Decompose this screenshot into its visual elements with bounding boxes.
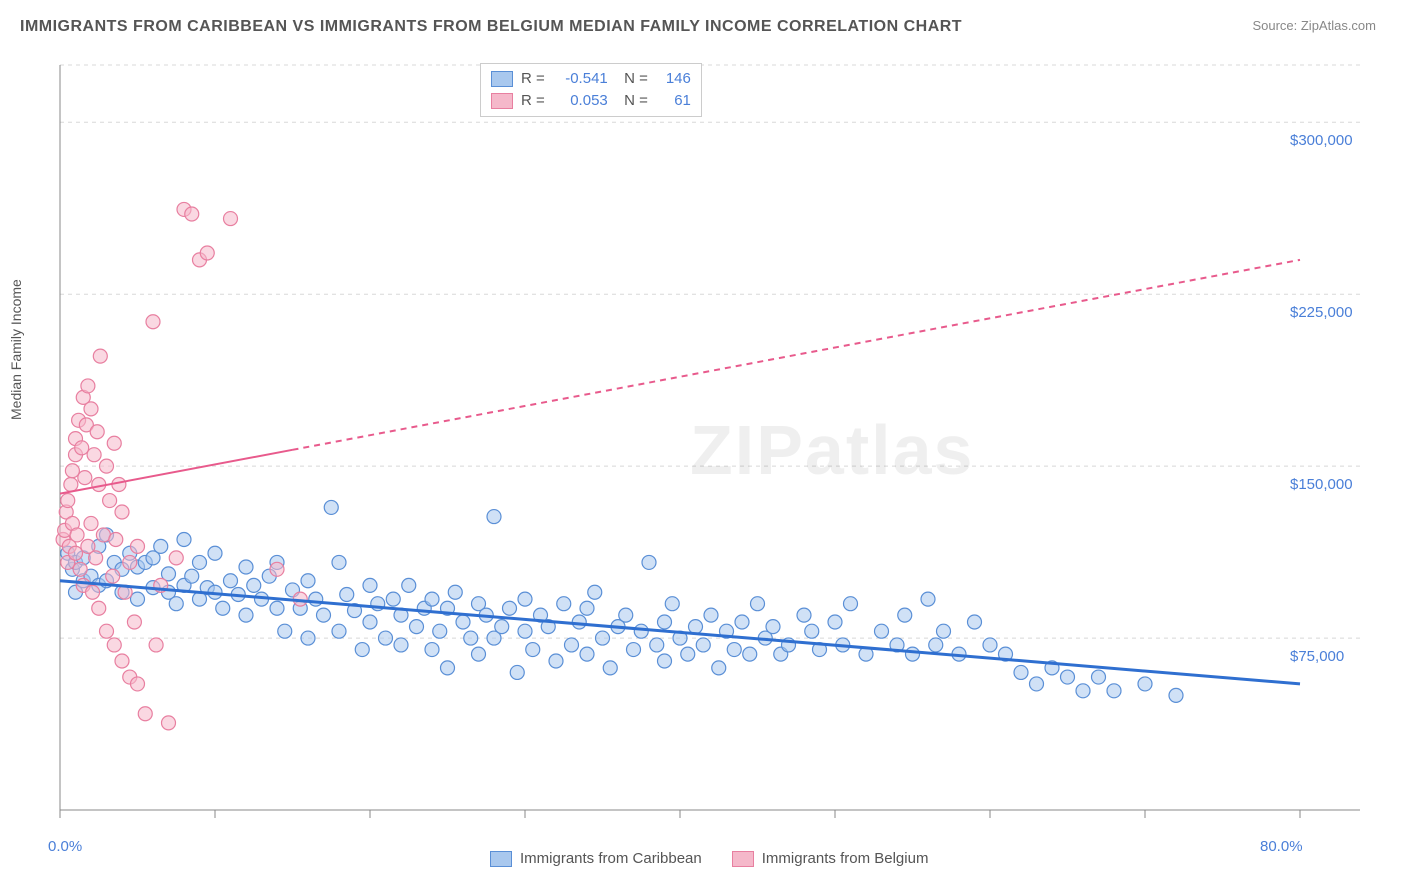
y-tick-label: $75,000 — [1290, 648, 1344, 665]
legend-series-item: Immigrants from Belgium — [732, 850, 929, 867]
chart-title: IMMIGRANTS FROM CARIBBEAN VS IMMIGRANTS … — [20, 18, 962, 36]
legend-swatch — [732, 851, 754, 867]
legend-series-name: Immigrants from Belgium — [762, 850, 929, 867]
n-label: N = — [616, 90, 648, 112]
y-tick-label: $300,000 — [1290, 132, 1353, 149]
legend-stat-row: R = 0.053 N = 61 — [491, 90, 691, 112]
chart-area: ZIPatlas R = -0.541 N = 146R = 0.053 N =… — [50, 60, 1380, 840]
source-attribution: Source: ZipAtlas.com — [1252, 18, 1376, 33]
legend-series-item: Immigrants from Caribbean — [490, 850, 702, 867]
legend-series-name: Immigrants from Caribbean — [520, 850, 702, 867]
correlation-legend: R = -0.541 N = 146R = 0.053 N = 61 — [480, 63, 702, 117]
r-value: 0.053 — [553, 90, 608, 112]
legend-swatch — [490, 851, 512, 867]
x-tick-label: 80.0% — [1260, 838, 1303, 855]
y-tick-label: $225,000 — [1290, 304, 1353, 321]
y-axis-label: Median Family Income — [8, 279, 24, 420]
n-label: N = — [616, 68, 648, 90]
r-label: R = — [521, 68, 545, 90]
y-tick-label: $150,000 — [1290, 476, 1353, 493]
legend-swatch — [491, 93, 513, 109]
scatter-chart-svg — [50, 60, 1380, 840]
x-tick-label: 0.0% — [48, 838, 82, 855]
legend-stat-row: R = -0.541 N = 146 — [491, 68, 691, 90]
r-value: -0.541 — [553, 68, 608, 90]
series-legend: Immigrants from Caribbean Immigrants from… — [490, 850, 928, 867]
n-value: 146 — [656, 68, 691, 90]
source-prefix: Source: — [1252, 18, 1300, 33]
source-link[interactable]: ZipAtlas.com — [1301, 18, 1376, 33]
legend-swatch — [491, 71, 513, 87]
r-label: R = — [521, 90, 545, 112]
n-value: 61 — [656, 90, 691, 112]
